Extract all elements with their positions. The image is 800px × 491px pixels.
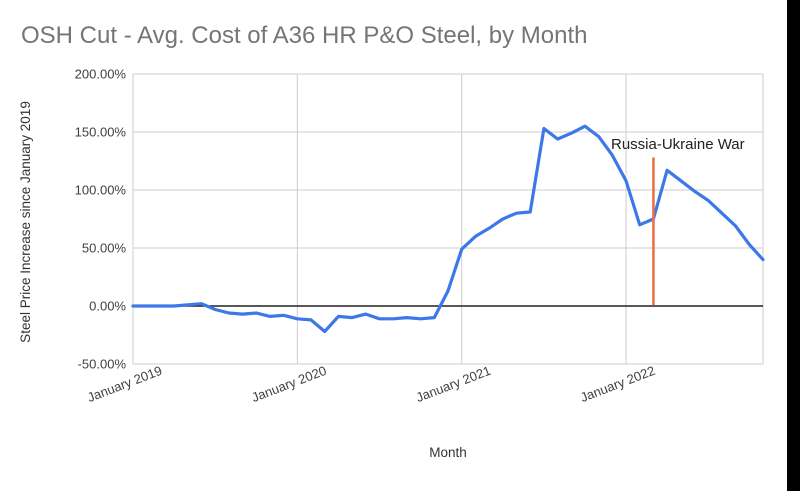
plot-border (132, 73, 764, 365)
axis-labels: 200.00% 150.00% 100.00% 50.00% 0.00% -50.00% J… (75, 67, 657, 406)
y-tick-label: 150.00% (75, 125, 127, 140)
y-tick-label: -50.00% (78, 357, 127, 372)
x-axis-title: Month (429, 445, 467, 460)
screen-edge-bar (787, 0, 800, 491)
gridlines (132, 73, 764, 365)
x-tick-label: January 2020 (249, 363, 328, 405)
x-tick-label: January 2021 (414, 363, 493, 405)
y-tick-label: 50.00% (82, 241, 127, 256)
x-tick-label: January 2022 (578, 363, 657, 405)
y-axis-title: Steel Price Increase since January 2019 (18, 101, 33, 343)
data-series (131, 124, 765, 334)
y-tick-label: 0.00% (89, 299, 126, 314)
y-tick-label: 100.00% (75, 183, 127, 198)
y-tick-label: 200.00% (75, 67, 127, 82)
annotation-label: Russia-Ukraine War (611, 136, 745, 153)
chart-title: OSH Cut - Avg. Cost of A36 HR P&O Steel,… (21, 22, 588, 49)
price-line (131, 124, 765, 334)
